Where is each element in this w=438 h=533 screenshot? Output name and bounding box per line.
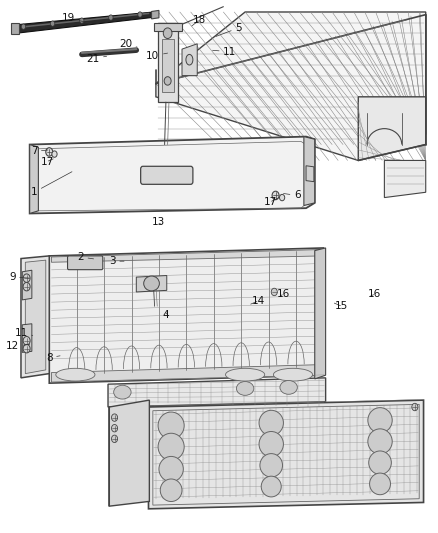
Ellipse shape xyxy=(112,424,117,432)
Polygon shape xyxy=(182,44,197,76)
Text: 19: 19 xyxy=(62,13,92,23)
Ellipse shape xyxy=(158,412,184,439)
Ellipse shape xyxy=(368,408,392,433)
Text: 16: 16 xyxy=(277,289,290,299)
Ellipse shape xyxy=(56,368,95,381)
Polygon shape xyxy=(11,22,19,34)
Ellipse shape xyxy=(144,276,159,291)
Ellipse shape xyxy=(260,454,283,477)
Ellipse shape xyxy=(23,274,30,282)
Ellipse shape xyxy=(271,288,277,296)
Polygon shape xyxy=(152,11,159,19)
Ellipse shape xyxy=(273,368,313,381)
Polygon shape xyxy=(30,144,39,214)
Polygon shape xyxy=(156,12,426,160)
Polygon shape xyxy=(158,22,178,102)
Text: 8: 8 xyxy=(46,353,60,362)
FancyBboxPatch shape xyxy=(67,256,103,270)
Text: 13: 13 xyxy=(152,217,165,228)
Polygon shape xyxy=(108,378,325,407)
Ellipse shape xyxy=(163,28,172,38)
Polygon shape xyxy=(22,324,32,352)
Ellipse shape xyxy=(112,435,117,442)
Ellipse shape xyxy=(272,191,279,200)
Text: 5: 5 xyxy=(216,23,242,36)
Polygon shape xyxy=(21,256,49,378)
Text: 14: 14 xyxy=(251,296,265,306)
Polygon shape xyxy=(148,400,424,509)
Text: 3: 3 xyxy=(109,256,124,266)
Text: 1: 1 xyxy=(31,172,72,197)
Ellipse shape xyxy=(412,403,418,411)
Polygon shape xyxy=(136,276,167,292)
Ellipse shape xyxy=(80,18,84,23)
Polygon shape xyxy=(49,248,323,383)
Polygon shape xyxy=(51,365,321,382)
Ellipse shape xyxy=(114,385,131,399)
Ellipse shape xyxy=(52,151,57,157)
FancyBboxPatch shape xyxy=(141,166,193,184)
Polygon shape xyxy=(162,38,174,92)
Ellipse shape xyxy=(23,336,30,345)
Ellipse shape xyxy=(370,473,391,495)
Polygon shape xyxy=(22,270,32,300)
Ellipse shape xyxy=(112,414,117,421)
Ellipse shape xyxy=(280,381,297,394)
Ellipse shape xyxy=(164,77,171,85)
Ellipse shape xyxy=(46,148,53,156)
Text: 17: 17 xyxy=(40,157,54,166)
Ellipse shape xyxy=(261,476,281,497)
Text: 7: 7 xyxy=(31,147,48,157)
Polygon shape xyxy=(304,136,315,206)
Ellipse shape xyxy=(368,429,392,454)
Text: 16: 16 xyxy=(368,289,381,299)
Ellipse shape xyxy=(237,382,254,395)
Ellipse shape xyxy=(23,344,30,353)
Ellipse shape xyxy=(50,21,55,26)
Text: 12: 12 xyxy=(6,341,30,351)
Text: 6: 6 xyxy=(283,190,300,200)
Text: 18: 18 xyxy=(192,15,206,26)
Ellipse shape xyxy=(158,433,184,461)
Ellipse shape xyxy=(369,451,391,474)
Ellipse shape xyxy=(138,12,142,17)
Ellipse shape xyxy=(160,479,182,502)
Polygon shape xyxy=(17,12,154,33)
Text: 15: 15 xyxy=(334,301,348,311)
Polygon shape xyxy=(25,260,46,374)
Ellipse shape xyxy=(259,410,283,435)
Polygon shape xyxy=(315,248,325,379)
Text: 17: 17 xyxy=(264,197,278,207)
Ellipse shape xyxy=(279,195,285,201)
Text: 11: 11 xyxy=(212,47,237,56)
Ellipse shape xyxy=(23,282,30,291)
Text: 2: 2 xyxy=(77,252,94,262)
Polygon shape xyxy=(358,97,426,160)
Text: 11: 11 xyxy=(14,328,33,338)
Text: 9: 9 xyxy=(9,272,30,282)
Text: 10: 10 xyxy=(146,51,168,61)
Text: 4: 4 xyxy=(162,310,169,320)
Ellipse shape xyxy=(159,456,184,482)
Text: 21: 21 xyxy=(86,54,106,63)
Ellipse shape xyxy=(186,54,193,65)
Ellipse shape xyxy=(259,432,283,457)
Polygon shape xyxy=(154,22,182,30)
Ellipse shape xyxy=(109,15,113,20)
Text: 20: 20 xyxy=(119,39,137,49)
Polygon shape xyxy=(30,136,315,214)
Polygon shape xyxy=(51,249,321,262)
Polygon shape xyxy=(306,166,314,182)
Polygon shape xyxy=(21,12,149,28)
Polygon shape xyxy=(385,160,426,198)
Ellipse shape xyxy=(226,368,265,381)
Ellipse shape xyxy=(21,24,26,29)
Polygon shape xyxy=(110,400,149,506)
